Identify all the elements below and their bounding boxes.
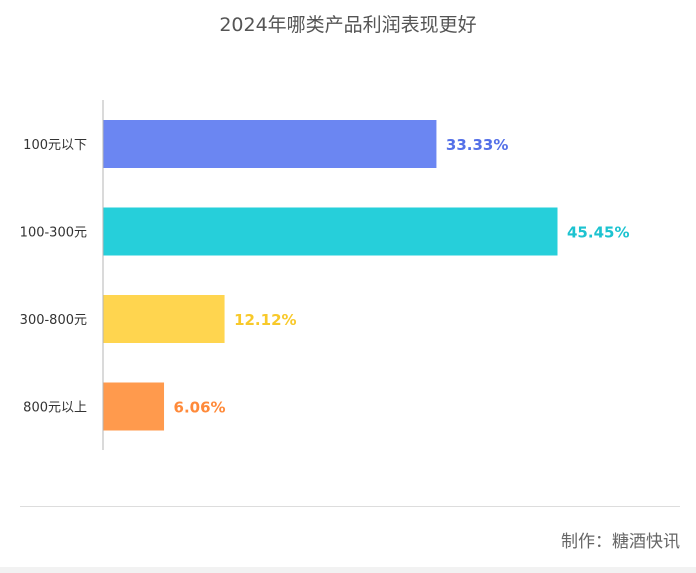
category-label-4: 800元以上 [23, 401, 87, 416]
value-label-2: 45.45% [567, 224, 629, 242]
value-label-3: 12.12% [234, 311, 296, 329]
bar-2 [103, 207, 558, 256]
bottom-strip [0, 567, 696, 573]
category-label-3: 300-800元 [20, 313, 87, 328]
value-label-4: 6.06% [174, 399, 226, 417]
category-label-1: 100元以下 [23, 138, 87, 153]
bar-1 [103, 120, 437, 168]
value-label-1: 33.33% [446, 136, 508, 154]
chart-title: 2024年哪类产品利润表现更好 [219, 14, 477, 36]
footer-credit: 制作：糖酒快讯 [561, 532, 680, 552]
footer-divider [20, 506, 680, 507]
bar-chart: 100元以下 33.33% 100-300元 45.45% 300-800元 12.12%… [20, 100, 629, 450]
category-label-2: 100-300元 [20, 226, 87, 241]
bar-3 [103, 295, 225, 343]
bar-4 [103, 382, 165, 431]
